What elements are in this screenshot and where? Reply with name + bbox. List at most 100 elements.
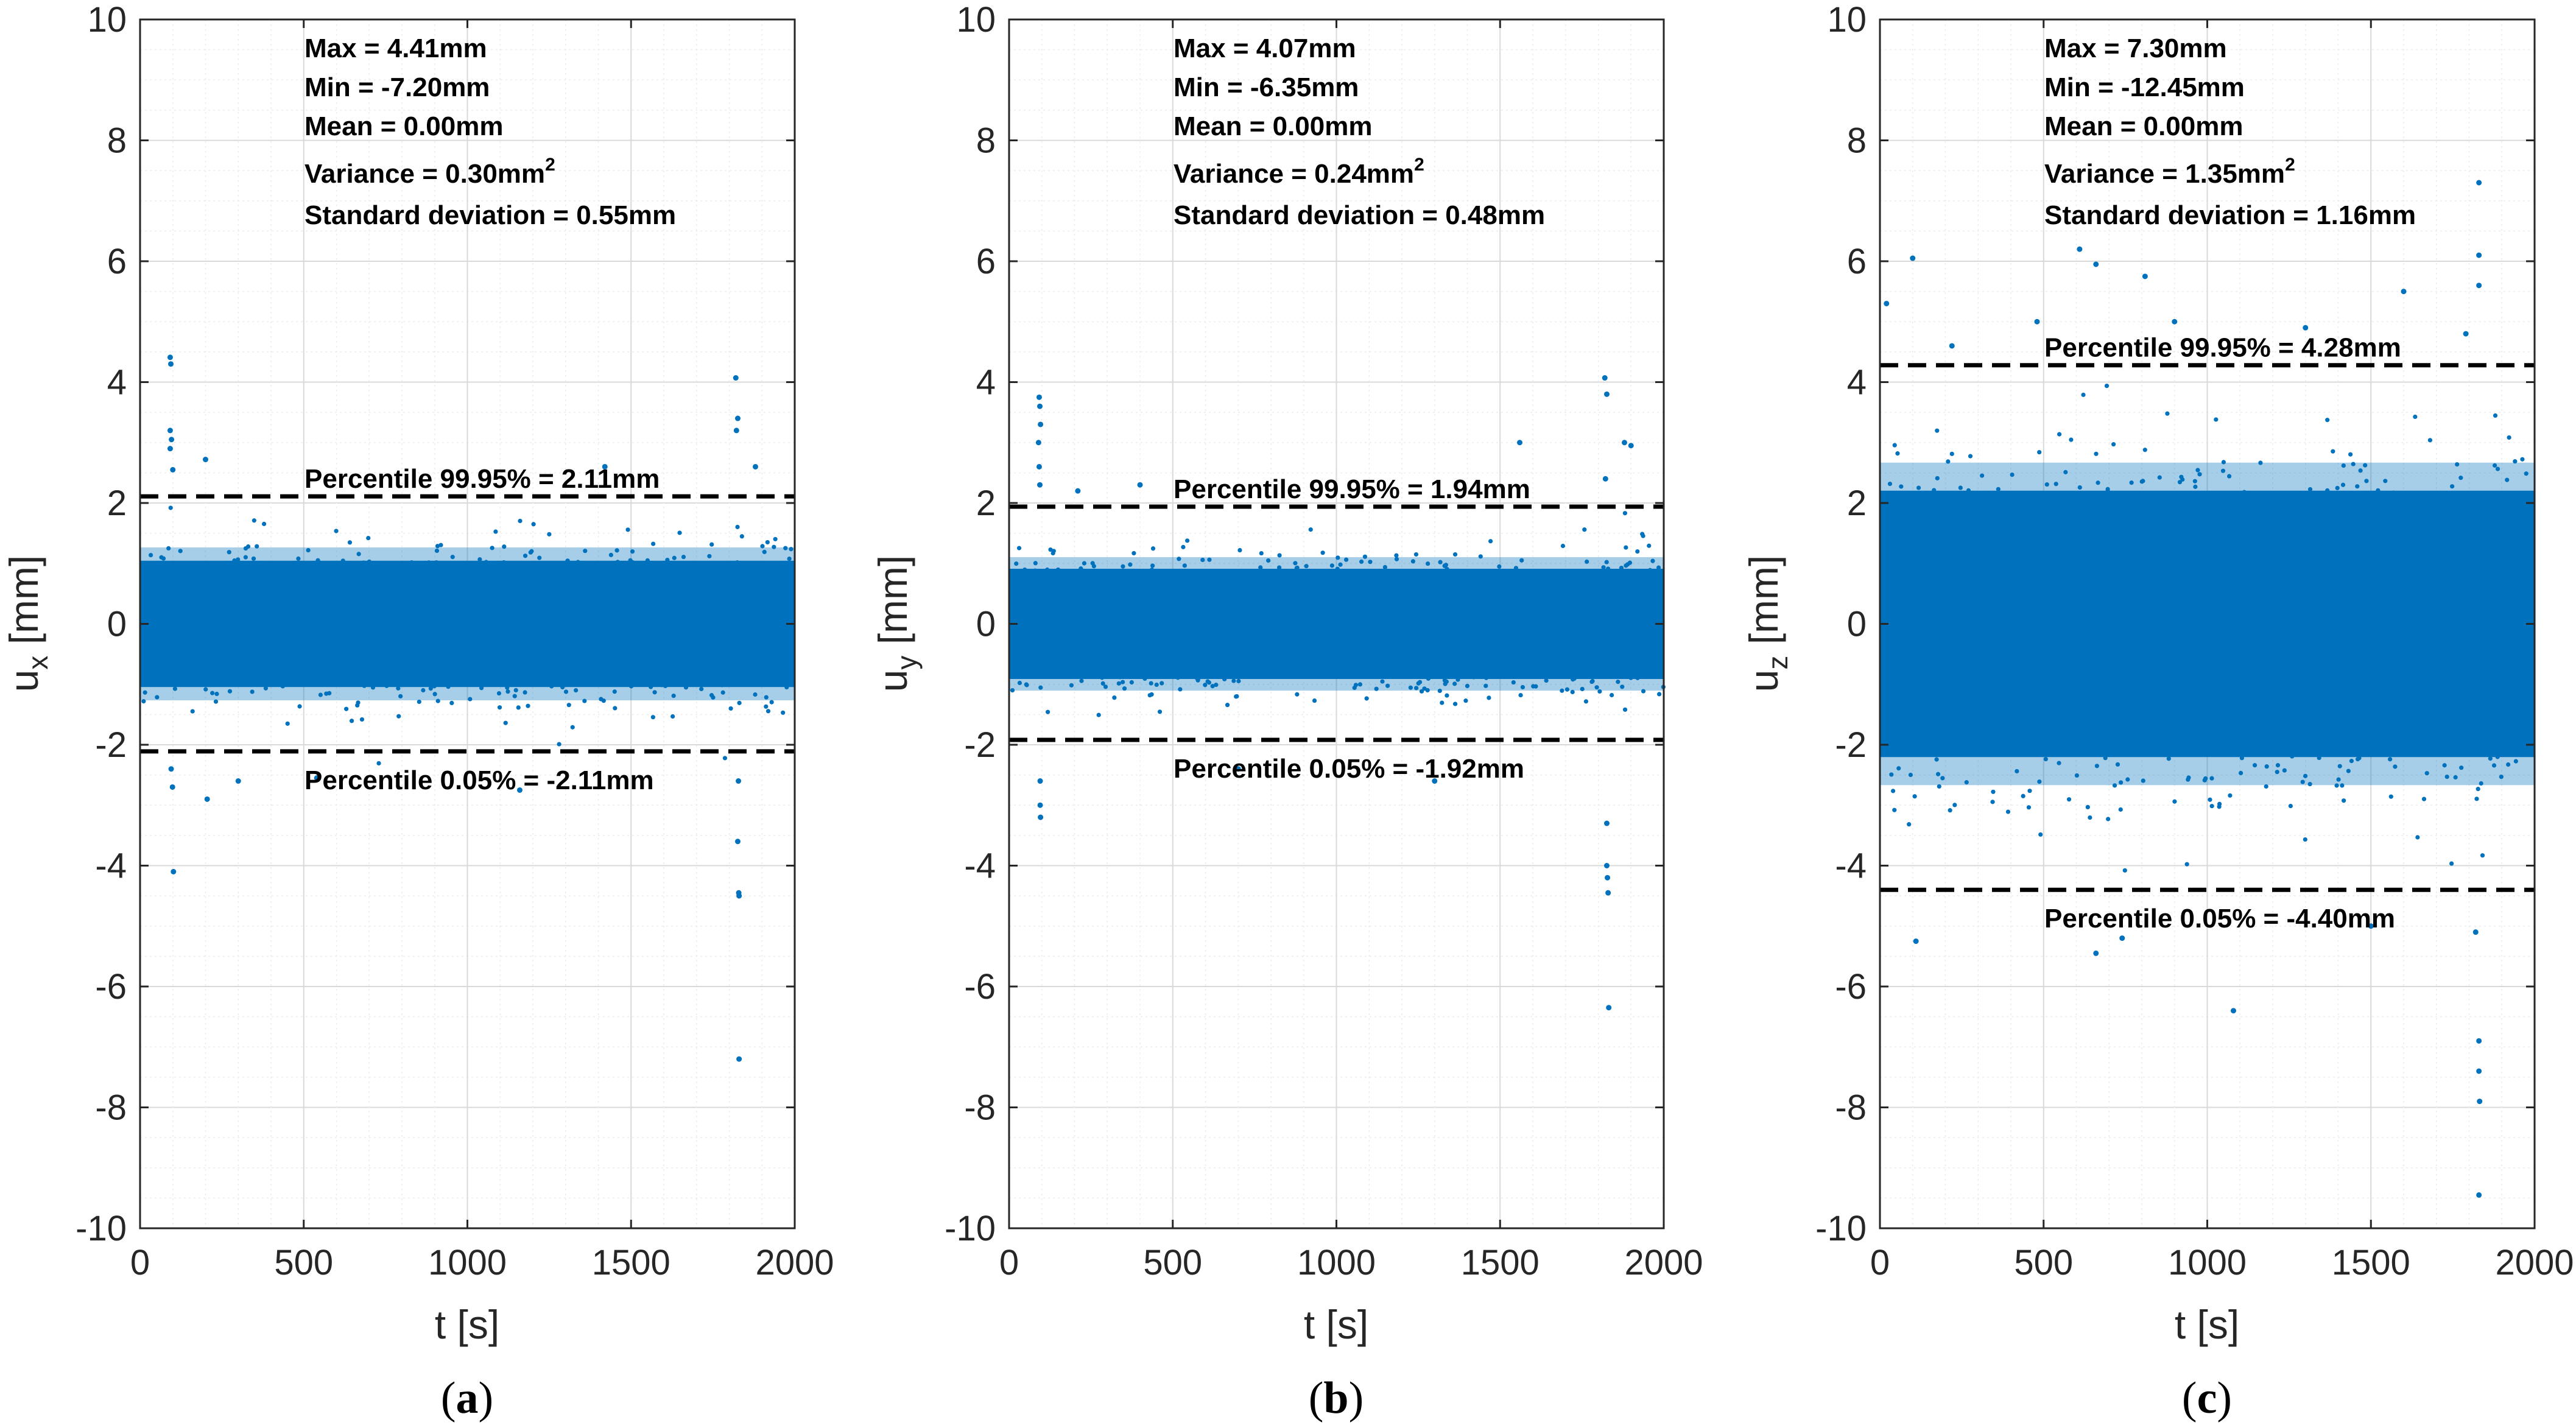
y-tick-label: 10 — [1827, 0, 1867, 40]
scatter-point — [1283, 569, 1288, 574]
scatter-point — [2455, 462, 2460, 467]
scatter-point — [1628, 675, 1633, 680]
scatter-point — [1336, 555, 1340, 560]
scatter-point — [359, 717, 365, 722]
scatter-point — [1016, 546, 1022, 550]
scatter-point — [308, 681, 313, 686]
outlier-point — [2476, 252, 2482, 258]
scatter-point — [2264, 764, 2269, 769]
scatter-point — [650, 715, 655, 720]
scatter-point — [1476, 671, 1481, 676]
scatter-point — [1295, 692, 1300, 697]
caption-letter: b — [1323, 1373, 1348, 1423]
scatter-point — [251, 556, 256, 561]
scatter-point — [735, 560, 740, 565]
scatter-point — [2513, 759, 2518, 764]
y-tick-label: 8 — [1847, 121, 1867, 161]
scatter-point — [1103, 684, 1108, 689]
scatter-point — [1488, 539, 1493, 544]
scatter-point — [2005, 491, 2010, 496]
outlier-point — [736, 778, 742, 784]
outlier-point — [734, 415, 741, 421]
scatter-point — [2488, 756, 2493, 761]
scatter-point — [2214, 493, 2219, 498]
y-tick-label: -8 — [1835, 1088, 1867, 1128]
scatter-point — [2364, 479, 2369, 484]
scatter-point — [1457, 571, 1462, 576]
scatter-point — [1624, 545, 1628, 550]
scatter-point — [1452, 702, 1458, 706]
y-tick-label: -6 — [95, 967, 127, 1007]
scatter-point — [1050, 550, 1055, 556]
outlier-point — [2034, 318, 2040, 325]
outlier-point — [2463, 331, 2469, 337]
scatter-point — [1157, 709, 1163, 714]
x-tick-label: 1000 — [2168, 1243, 2247, 1282]
scatter-point — [2444, 774, 2449, 779]
scatter-point — [1635, 549, 1640, 554]
scatter-point — [2495, 754, 2500, 759]
y-tick-label: 6 — [1847, 242, 1867, 281]
scatter-point — [250, 689, 255, 694]
scatter-point — [519, 679, 524, 684]
y-tick-label: 10 — [87, 0, 127, 40]
scatter-point — [327, 691, 332, 695]
scatter-point — [2079, 750, 2084, 754]
outlier-point — [2093, 261, 2099, 267]
outlier-point — [167, 446, 173, 452]
scatter-point — [479, 686, 484, 691]
scatter-point — [681, 554, 686, 560]
scatter-point — [2027, 789, 2032, 793]
scatter-point — [1250, 670, 1255, 676]
scatter-point — [2168, 743, 2173, 748]
scatter-point — [2520, 457, 2525, 462]
outlier-point — [1037, 482, 1043, 488]
outlier-point — [1037, 802, 1043, 808]
scatter-point — [1896, 766, 1901, 771]
scatter-point — [2083, 743, 2088, 748]
scatter-point — [2119, 749, 2124, 754]
scatter-point — [347, 540, 353, 545]
y-tick-label: -4 — [964, 846, 996, 886]
stat-mean: Mean = 0.00mm — [2044, 111, 2243, 141]
scatter-point — [1887, 481, 1893, 487]
outlier-point — [2093, 950, 2099, 956]
scatter-point — [1966, 488, 1971, 493]
panel-caption: (c) — [2182, 1373, 2232, 1423]
y-tick-label: 10 — [956, 0, 996, 40]
scatter-point — [432, 684, 437, 689]
scatter-point — [1236, 678, 1241, 684]
scatter-point — [2119, 492, 2124, 497]
scatter-point — [1996, 487, 2001, 491]
outlier-point — [170, 466, 176, 473]
scatter-point — [2197, 472, 2202, 477]
x-axis-label: t [s] — [1304, 1302, 1368, 1347]
scatter-point — [1033, 571, 1038, 576]
y-axis-label-main: u — [1, 670, 46, 692]
outlier-point — [1605, 874, 1611, 881]
scatter-point — [482, 679, 487, 684]
scatter-point — [355, 703, 360, 708]
scatter-point — [1641, 689, 1646, 694]
scatter-point — [1410, 559, 1415, 564]
y-tick-label: -8 — [95, 1088, 127, 1128]
scatter-point — [141, 699, 146, 704]
scatter-point — [190, 709, 195, 714]
scatter-point — [1589, 679, 1594, 684]
scatter-point — [208, 564, 213, 569]
scatter-point — [1177, 671, 1182, 676]
scatter-point — [1911, 748, 1916, 753]
panel-caption: (a) — [441, 1373, 493, 1423]
scatter-point — [1175, 675, 1180, 680]
scatter-point — [1259, 550, 1264, 556]
scatter-point — [1408, 685, 1413, 690]
scatter-point — [2103, 756, 2108, 761]
outlier-point — [517, 787, 523, 793]
stat-variance-text: Variance = 0.30mm — [304, 159, 545, 189]
scatter-point — [2054, 747, 2059, 752]
scatter-point — [493, 529, 498, 534]
scatter-point — [296, 556, 301, 561]
scatter-point — [2043, 756, 2048, 762]
scatter-point — [720, 690, 725, 695]
scatter-point — [261, 521, 267, 526]
